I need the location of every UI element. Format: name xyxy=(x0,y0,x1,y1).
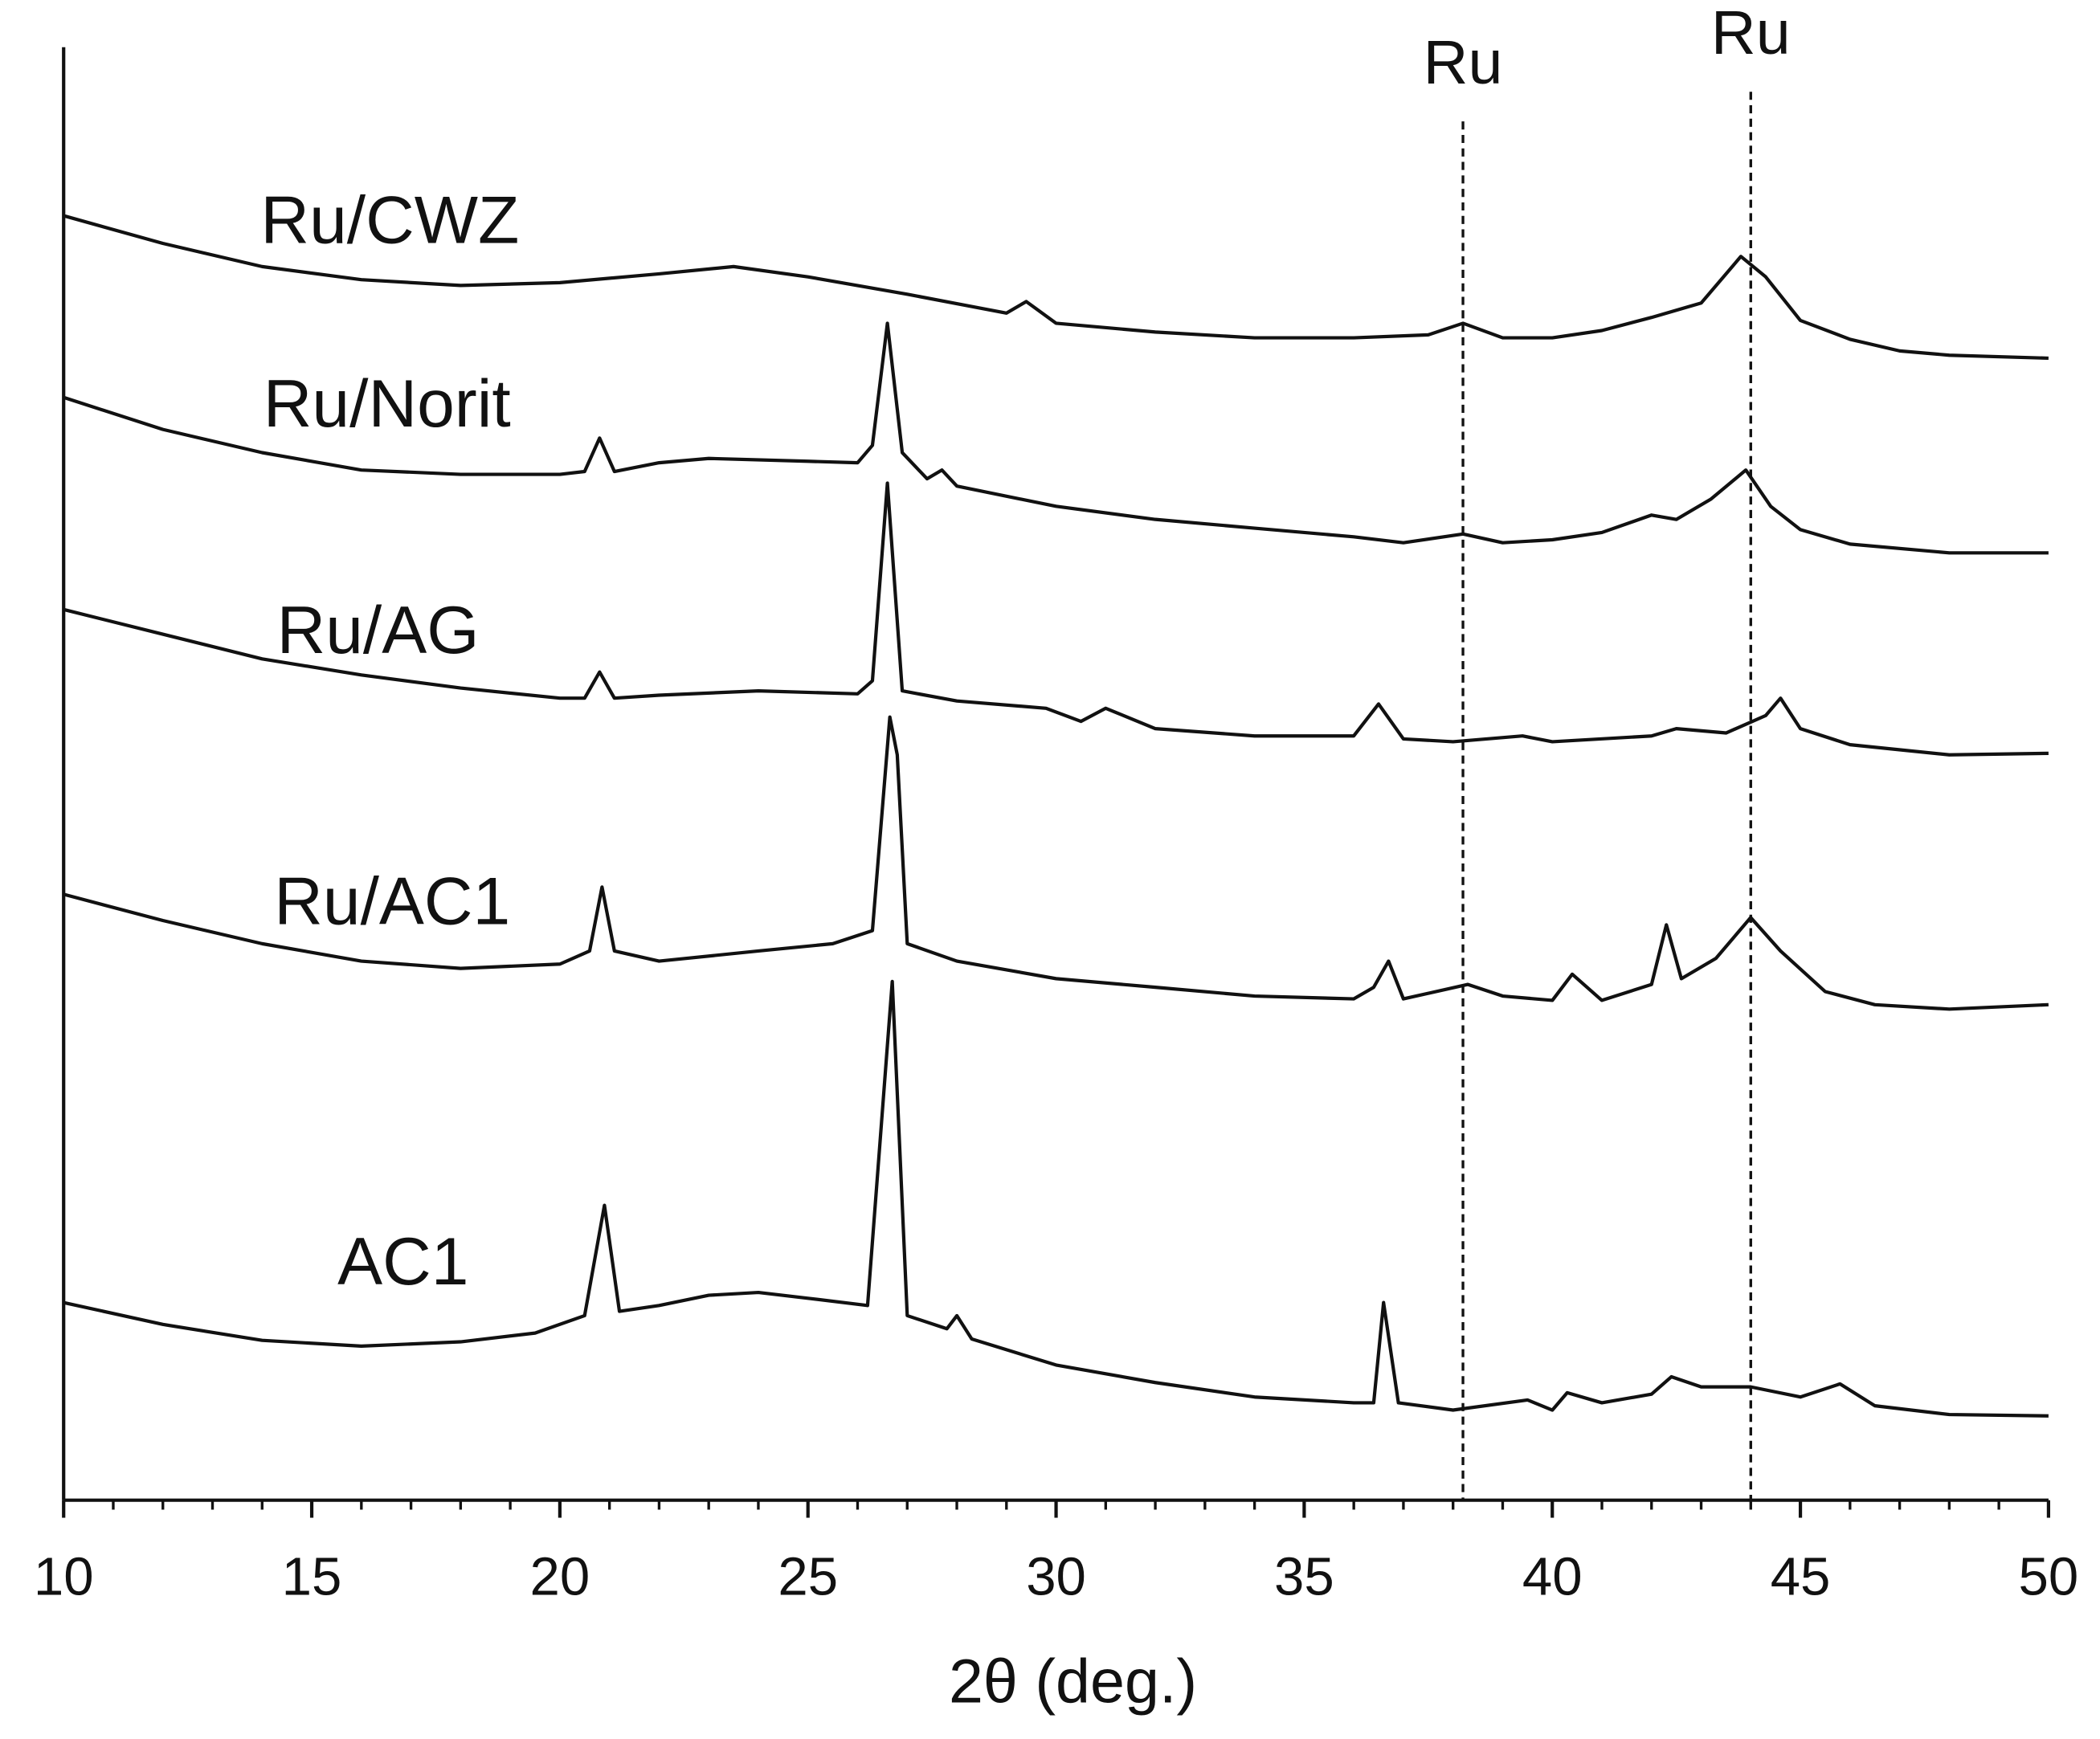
series-label: Ru/Norit xyxy=(264,365,511,441)
series-line xyxy=(63,321,2049,555)
series-line xyxy=(63,214,2049,361)
x-tick-label: 10 xyxy=(34,1546,94,1606)
x-tick-label: 15 xyxy=(282,1546,342,1606)
annotation: Ru xyxy=(1424,28,1503,97)
x-tick-label: 45 xyxy=(1771,1546,1831,1606)
x-tick-label: 20 xyxy=(530,1546,590,1606)
x-tick-label: 40 xyxy=(1522,1546,1583,1606)
series-line xyxy=(63,481,2049,757)
series-label: Ru/AG xyxy=(277,592,480,667)
series-label: Ru/AC1 xyxy=(274,863,510,939)
x-tick-label: 25 xyxy=(778,1546,838,1606)
x-tick-label: 30 xyxy=(1026,1546,1086,1606)
series-line xyxy=(63,715,2049,1011)
x-axis-title: 2θ (deg.) xyxy=(949,1647,1197,1717)
x-tick-label: 35 xyxy=(1274,1546,1334,1606)
x-tick-label: 50 xyxy=(2019,1546,2079,1606)
series-line xyxy=(63,979,2049,1418)
series-label: AC1 xyxy=(337,1223,468,1299)
annotation: Ru xyxy=(1711,0,1791,67)
series-label: Ru/CWZ xyxy=(260,182,519,257)
